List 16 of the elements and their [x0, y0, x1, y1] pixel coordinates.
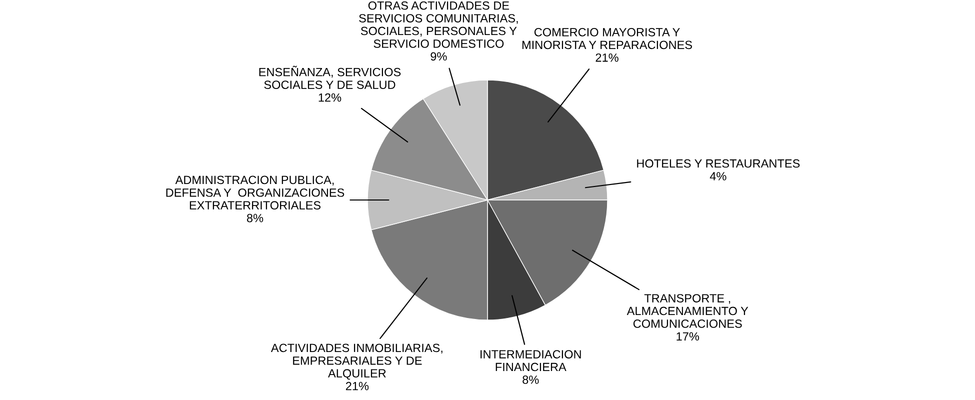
data-label: 21%	[596, 53, 618, 62]
slice-label: HOTELES Y RESTAURANTES	[637, 159, 800, 168]
data-label: 4%	[710, 172, 726, 180]
slice-label: ENSEÑANZA, SERVICIOS SOCIALES Y DE SALUD	[259, 66, 401, 89]
data-label: 17%	[676, 332, 700, 341]
data-label: 8%	[246, 214, 264, 222]
data-label: 12%	[318, 93, 342, 102]
slice-label: OTRAS ACTIVIDADES DE SERVICIOS COMUNITARIAS, SOCIALES, PERSONALES Y SERVICIO DOMESTICO	[359, 1, 518, 48]
data-label: 9%	[430, 52, 447, 61]
slice-label: COMERCIO MAYORISTA Y MINORISTA Y REPARACIONES	[522, 28, 692, 50]
slice-label: TRANSPORTE , ALMACENAMIENTO Y COMUNICACIONES	[626, 294, 748, 328]
slice-label: ADMINISTRACION PUBLICA, DEFENSA Y ORGANIZACIONES EXTRATERRITORIALES	[166, 176, 344, 210]
data-label: 21%	[346, 382, 369, 390]
slice-label: ACTIVIDADES INMOBILIARIAS, EMPRESARIALES Y DE ALQUILER	[270, 344, 442, 380]
data-label: 8%	[522, 376, 539, 384]
slice-label: INTERMEDIACION FINANCIERA	[480, 350, 581, 372]
